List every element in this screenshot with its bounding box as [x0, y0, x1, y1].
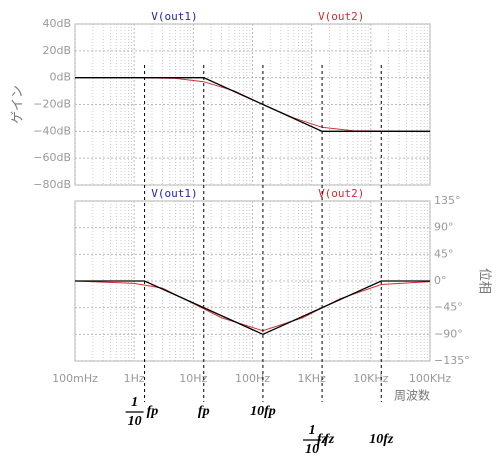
y-tick-label: −60dB: [33, 151, 71, 164]
marker-label: fp: [198, 404, 210, 419]
y-tick-label: −40dB: [33, 124, 71, 137]
y-tick-label: −135°: [434, 354, 470, 367]
x-tick-label: 100Hz: [235, 372, 270, 385]
fraction-numerator: 1: [309, 423, 316, 438]
marker-label: fp: [147, 404, 159, 419]
y-tick-label: −90°: [434, 327, 463, 340]
marker-label: fz: [317, 432, 328, 447]
marker-label: 10fp: [250, 404, 276, 419]
y-tick-label: 45°: [434, 247, 454, 260]
x-tick-label: 100mHz: [52, 372, 98, 385]
fraction-denominator: 10: [128, 414, 142, 429]
marker-label: fz: [324, 432, 335, 447]
marker-label: 10fz: [369, 432, 394, 447]
series-line: [75, 77, 430, 132]
series-line: [75, 280, 430, 336]
fraction-denominator: 10: [305, 442, 319, 457]
y-tick-label: 40dB: [42, 17, 71, 30]
y-tick-label: −20dB: [33, 98, 71, 111]
legend-label: V(out2): [318, 187, 364, 200]
y-axis-label: 位相: [477, 268, 492, 294]
y-tick-label: 90°: [434, 221, 454, 234]
fraction-numerator: 1: [131, 395, 138, 410]
x-tick-label: 10Hz: [179, 372, 207, 385]
y-tick-label: 20dB: [42, 44, 71, 57]
y-tick-label: 0dB: [49, 71, 71, 84]
y-axis-label: ゲイン: [11, 85, 26, 124]
y-tick-label: 0°: [434, 274, 447, 287]
y-tick-label: −80dB: [33, 178, 71, 191]
x-axis-label: 周波数: [394, 388, 430, 403]
y-tick-label: −45°: [434, 301, 463, 314]
x-tick-label: 100KHz: [409, 372, 451, 385]
x-tick-label: 10KHz: [353, 372, 388, 385]
legend-label: V(out1): [151, 187, 197, 200]
series-line: [74, 280, 431, 332]
legend-label: V(out2): [318, 10, 364, 23]
y-tick-label: 135°: [434, 194, 461, 207]
x-tick-label: 1KHz: [298, 372, 326, 385]
legend-label: V(out1): [151, 10, 197, 23]
x-tick-label: 1Hz: [124, 372, 145, 385]
